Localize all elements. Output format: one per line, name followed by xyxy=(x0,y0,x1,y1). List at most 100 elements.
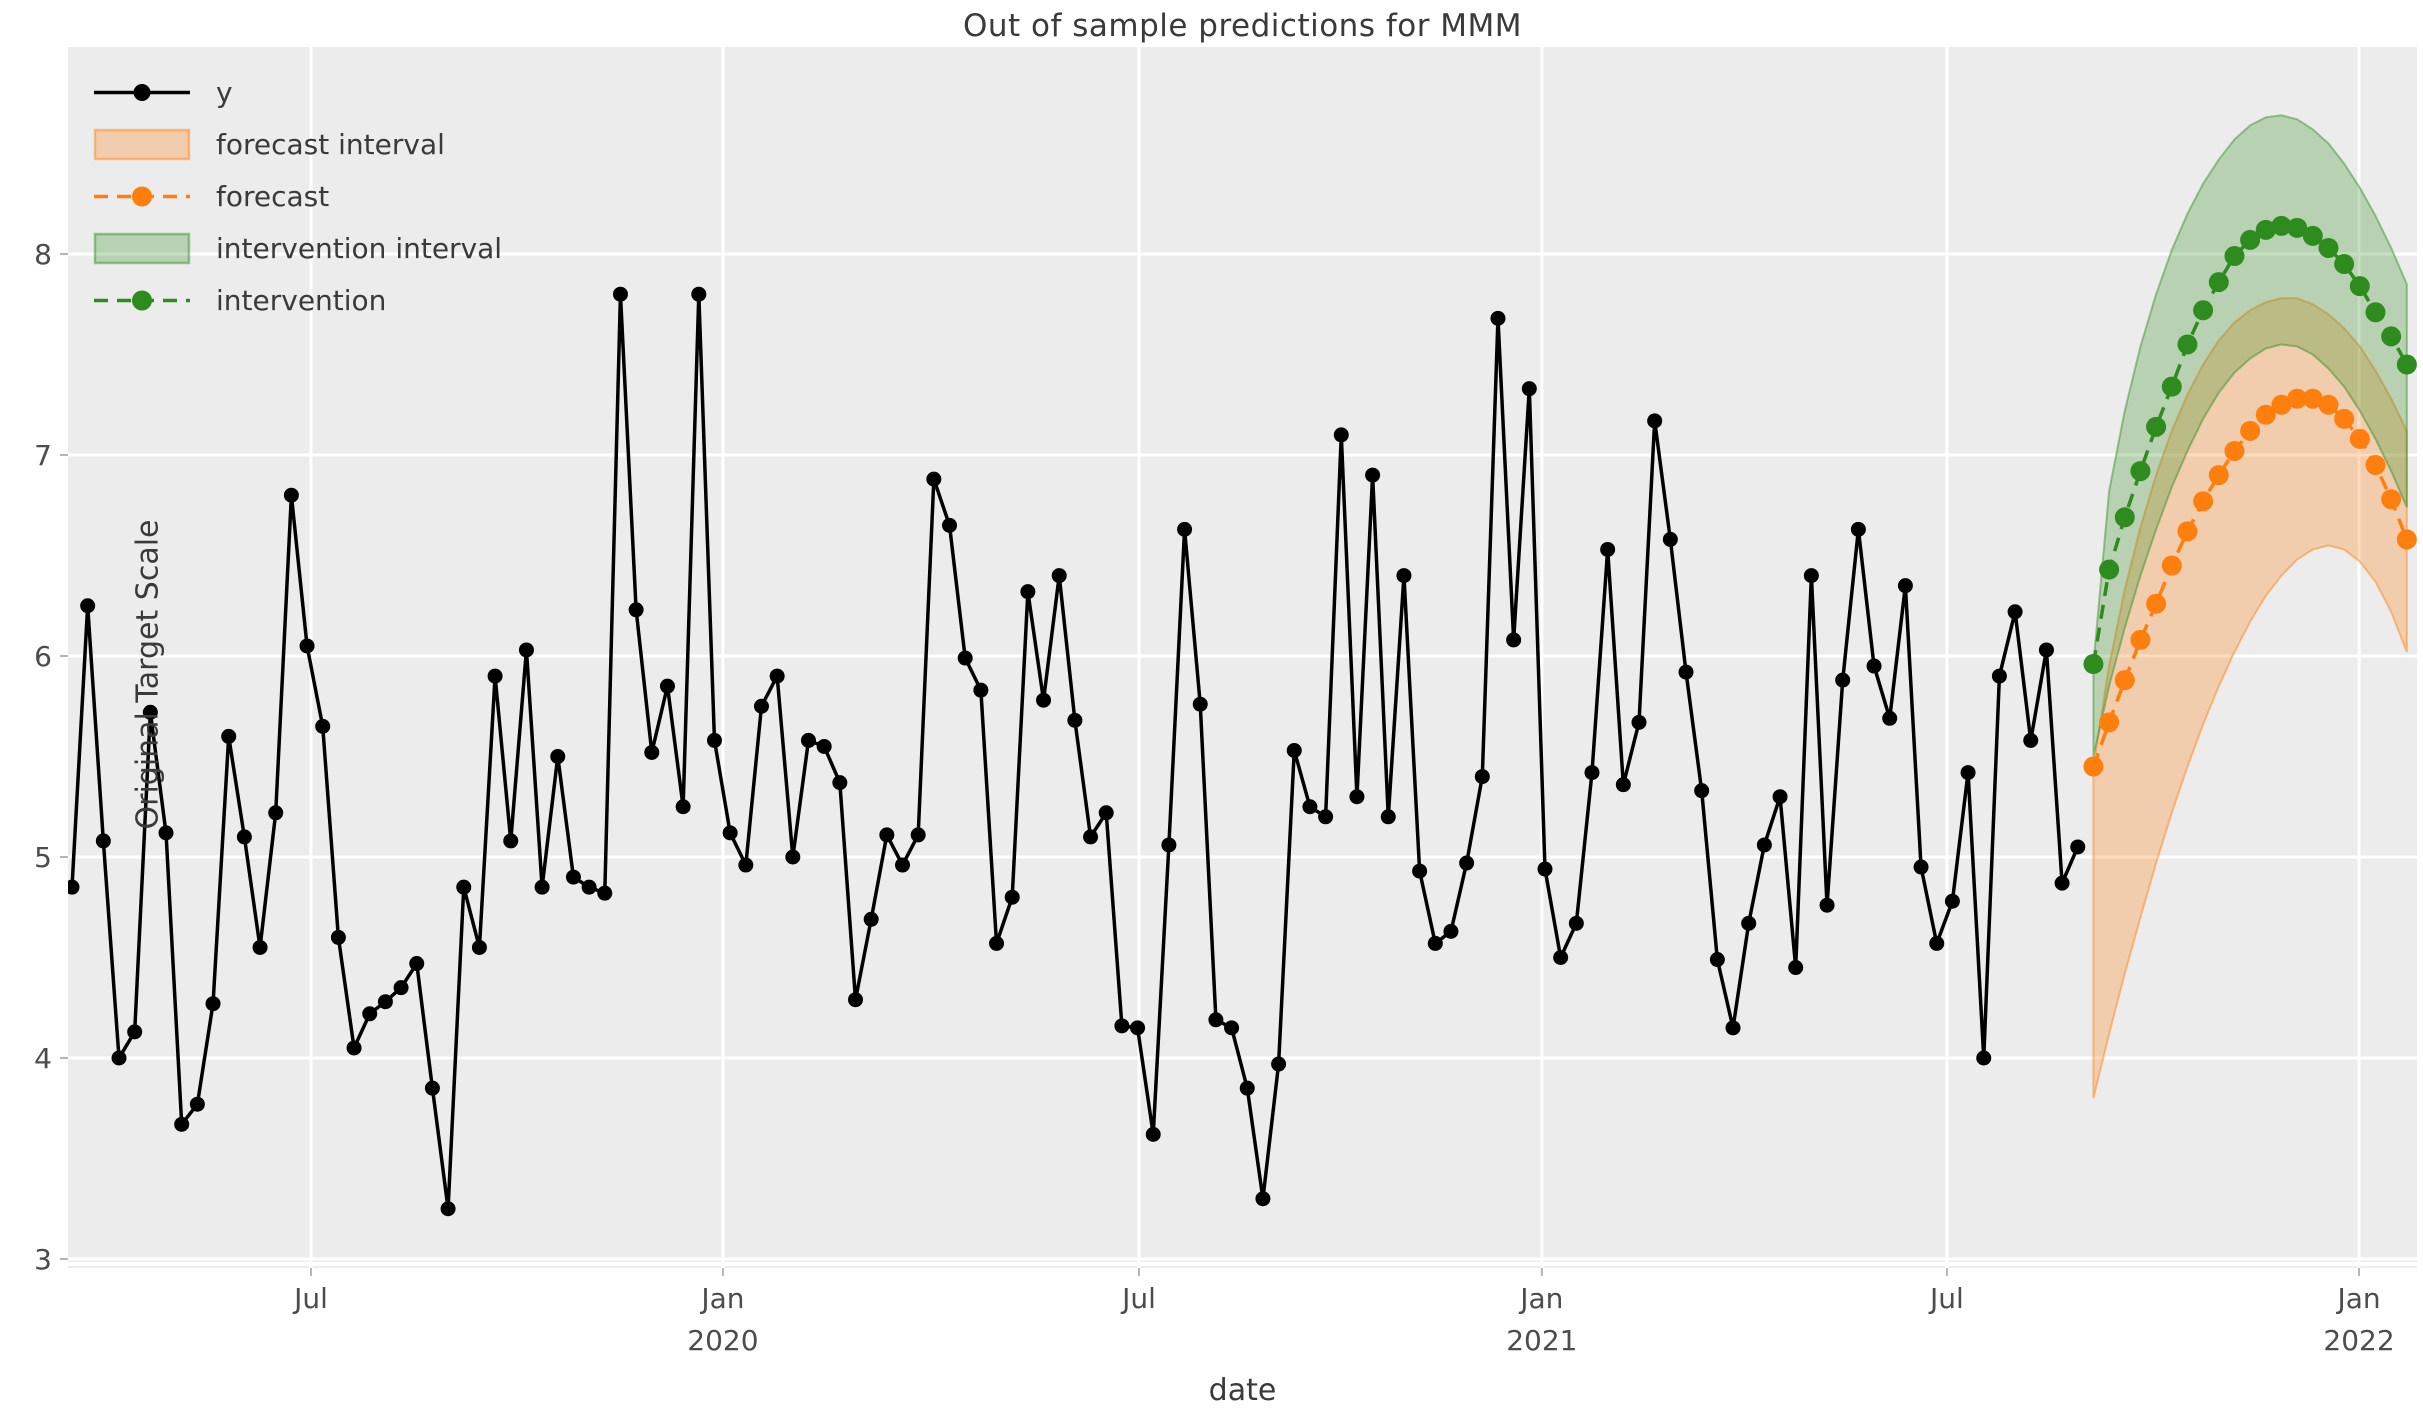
y-tick-label: 4 xyxy=(34,1042,52,1075)
x-tick-label: Jan xyxy=(699,1282,744,1315)
intervention-point xyxy=(2099,559,2120,580)
y-series-point xyxy=(1537,861,1553,877)
intervention-point xyxy=(2271,215,2292,236)
y-series-point xyxy=(299,638,315,654)
y-series-point xyxy=(612,286,628,302)
y-series-point xyxy=(1741,915,1757,931)
intervention-point xyxy=(2177,334,2198,355)
intervention-point xyxy=(2146,416,2167,437)
forecast-point xyxy=(2177,521,2198,542)
y-tick-label: 6 xyxy=(34,640,52,673)
y-series-point xyxy=(1882,710,1898,726)
intervention-point xyxy=(2318,237,2339,258)
x-tick-year-label: 2022 xyxy=(2323,1324,2394,1357)
y-series-point xyxy=(1412,863,1428,879)
legend-label-forecast-interval: forecast interval xyxy=(216,128,445,161)
y-series-point xyxy=(1913,859,1929,875)
y-series-point xyxy=(597,885,613,901)
y-series-point xyxy=(1459,855,1475,871)
y-series-point xyxy=(1631,714,1647,730)
y-series-point xyxy=(1553,950,1569,965)
y-series-point xyxy=(1709,952,1725,968)
y-series-point xyxy=(628,602,644,618)
y-series-point xyxy=(346,1040,362,1056)
x-tick-year-label: 2021 xyxy=(1506,1324,1577,1357)
y-series-point xyxy=(2054,875,2070,891)
y-series-point xyxy=(1161,837,1177,853)
y-tick-label: 7 xyxy=(34,439,52,472)
y-series-point xyxy=(1020,584,1036,600)
y-series-point xyxy=(1647,413,1663,429)
legend-label-intervention: intervention xyxy=(216,284,387,317)
y-series-point xyxy=(1224,1020,1240,1036)
y-series-point xyxy=(1819,897,1835,913)
forecast-point xyxy=(2287,388,2308,409)
intervention-point xyxy=(2224,246,2245,267)
y-series-point xyxy=(1114,1018,1130,1034)
y-series-point xyxy=(989,935,1005,951)
y-series-point xyxy=(816,738,832,754)
intervention-point xyxy=(2114,507,2135,528)
legend: y forecast interval forecast interventio… xyxy=(92,74,502,319)
forecast-point xyxy=(2365,455,2386,476)
intervention-point xyxy=(2255,219,2276,240)
y-series-point xyxy=(785,849,801,865)
intervention-point xyxy=(2193,300,2214,321)
y-series-point xyxy=(1568,915,1584,931)
tick-labels: 8 7 6 5 4 3 Jul Jan 2020 Jul Jan 2021 Jul Jan 2022 xyxy=(34,238,2395,1357)
forecast-point xyxy=(2208,465,2229,486)
y-series-point xyxy=(1443,923,1459,939)
y-series-point xyxy=(534,879,550,895)
y-series-point xyxy=(1083,829,1099,845)
y-series-point xyxy=(2038,642,2054,658)
y-series-point xyxy=(1427,935,1443,951)
y-series-point xyxy=(142,704,158,720)
forecast-point xyxy=(2146,593,2167,614)
y-series-point xyxy=(1835,672,1851,688)
y-series-point xyxy=(362,1006,378,1022)
y-series-point xyxy=(2023,732,2039,748)
forecast-point xyxy=(2349,428,2370,449)
y-series-point xyxy=(1506,632,1522,648)
y-series-point xyxy=(518,642,534,658)
y-series-point xyxy=(1365,467,1381,483)
x-tick-label: Jul xyxy=(1928,1282,1964,1315)
y-series-point xyxy=(1866,658,1882,674)
y-series-point xyxy=(127,1024,143,1040)
y-series-point xyxy=(1615,777,1631,793)
y-series-point xyxy=(1521,381,1537,397)
y-series-point xyxy=(503,833,519,849)
y-series-point xyxy=(1396,568,1412,584)
legend-label-forecast: forecast xyxy=(216,180,330,213)
y-series-point xyxy=(738,857,754,873)
y-series-point xyxy=(174,1116,190,1132)
y-series-point xyxy=(1991,668,2007,684)
y-series-point xyxy=(2070,839,2086,855)
y-series-point xyxy=(659,678,675,694)
y-series-point xyxy=(1490,310,1506,326)
x-tick-label: Jul xyxy=(1120,1282,1156,1315)
intervention-point xyxy=(2161,376,2182,397)
intervention-point xyxy=(2396,354,2417,375)
y-series-point xyxy=(769,668,785,684)
y-series-point xyxy=(471,939,487,955)
intervention-point xyxy=(2083,654,2104,675)
y-series-point xyxy=(268,805,284,821)
y-series-point xyxy=(1349,789,1365,805)
y-series-point xyxy=(252,939,268,955)
y-series-point xyxy=(1192,696,1208,712)
y-series-point xyxy=(1584,765,1600,781)
y-series-point xyxy=(1725,1020,1741,1036)
y-series-point xyxy=(221,728,237,744)
y-series-point xyxy=(393,980,409,996)
y-series-point xyxy=(1694,783,1710,799)
y-series-point xyxy=(644,744,660,760)
y-tick-label: 8 xyxy=(34,238,52,271)
intervention-point xyxy=(2381,326,2402,347)
y-series-point xyxy=(1318,809,1334,825)
y-series-point xyxy=(377,994,393,1010)
y-series-point xyxy=(1333,427,1349,443)
y-series-point xyxy=(1897,578,1913,594)
y-series-point xyxy=(1286,742,1302,758)
intervention-interval-swatch-icon xyxy=(93,232,191,265)
